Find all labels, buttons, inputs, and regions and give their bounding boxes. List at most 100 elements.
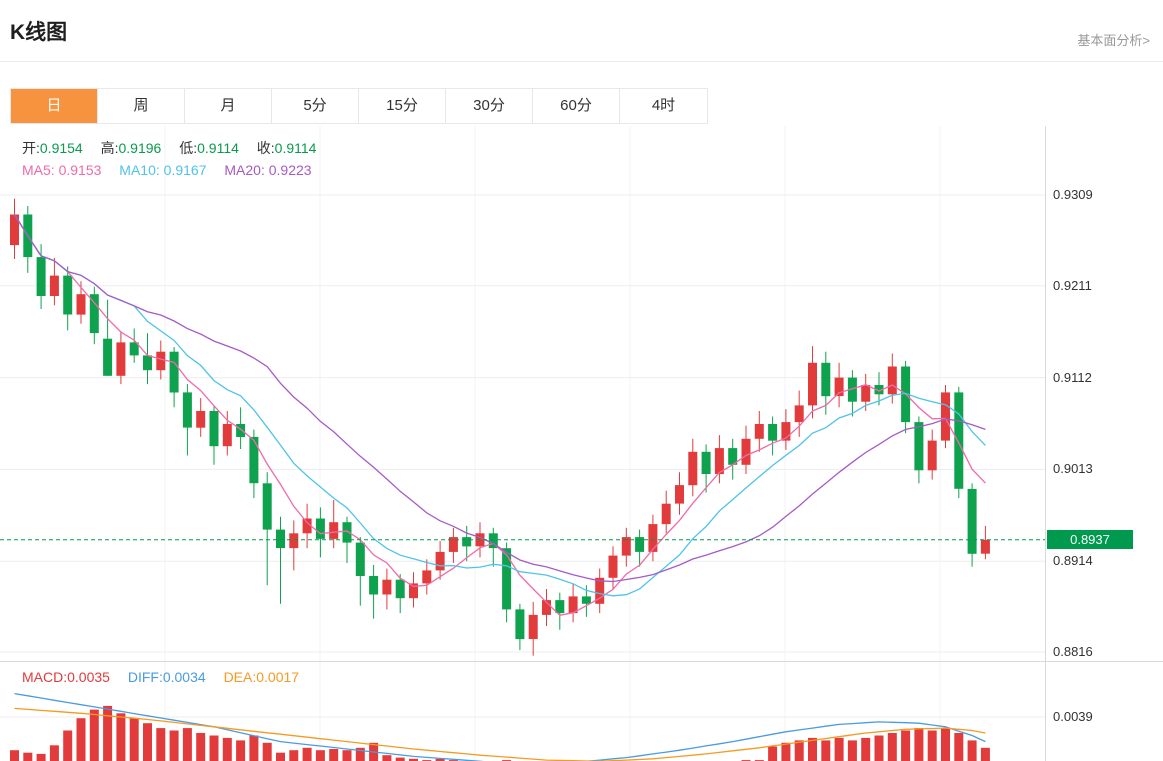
current-price-badge: 0.8937	[1047, 529, 1133, 549]
candle	[209, 411, 219, 447]
timeframe-tabs: 日周月 5分 15分 30分 60分 4时	[10, 88, 708, 124]
y-axis-label: 0.8914	[1053, 553, 1093, 569]
candle	[754, 424, 764, 439]
candle	[169, 351, 179, 393]
candle	[488, 533, 498, 549]
ma-legend: MA5: 0.9153 MA10: 0.9167 MA20: 0.9223	[22, 162, 326, 178]
candle	[581, 596, 591, 604]
gridlines	[0, 126, 1045, 662]
low-value: 0.9114	[197, 140, 239, 156]
y-axis-label: 0.9211	[1053, 277, 1092, 293]
candle	[289, 533, 299, 549]
open-label: 开:	[22, 140, 40, 156]
tab-15min[interactable]: 15分	[359, 89, 446, 123]
high-value: 0.9196	[118, 140, 162, 156]
candle	[156, 351, 166, 371]
candle	[116, 342, 126, 376]
macd-label: MACD:	[22, 669, 68, 685]
candle	[448, 537, 458, 552]
ma10-line	[13, 214, 986, 597]
candle	[887, 366, 897, 395]
candle	[688, 451, 698, 486]
candle	[435, 551, 445, 571]
dea-label: DEA:	[223, 669, 257, 685]
candle	[621, 537, 631, 556]
candle	[129, 342, 139, 356]
candle	[276, 529, 285, 549]
high-label: 高:	[100, 140, 119, 156]
candle	[342, 522, 352, 543]
page-header: K线图 基本面分析>	[0, 0, 1163, 62]
candle	[222, 424, 232, 447]
candle	[502, 548, 512, 610]
candle	[675, 485, 684, 504]
candle	[369, 576, 379, 595]
y-axis-label: 0.9013	[1053, 461, 1093, 477]
tab-day[interactable]: 日	[11, 89, 98, 123]
candle	[409, 583, 418, 599]
macd-gridlines	[0, 662, 1045, 761]
candle	[196, 411, 206, 428]
candle	[847, 377, 857, 402]
candle	[236, 424, 246, 437]
candle	[834, 377, 844, 397]
ma5-label: MA5:	[22, 162, 55, 178]
candle	[382, 579, 392, 595]
candle	[635, 537, 645, 552]
y-axis-label: 0.9309	[1053, 187, 1093, 202]
candle	[967, 488, 977, 554]
candle	[462, 537, 472, 547]
candlestick-chart[interactable]	[0, 126, 1163, 662]
candles	[10, 198, 990, 656]
candle	[103, 338, 113, 376]
candle	[76, 294, 86, 315]
tab-60min[interactable]: 60分	[533, 89, 620, 123]
candle	[422, 570, 432, 584]
candle	[728, 448, 738, 465]
candle	[781, 422, 791, 441]
y-axis-border	[1045, 126, 1046, 761]
macd-legend: MACD:0.0035 DIFF:0.0034 DEA:0.0017	[22, 669, 313, 685]
candle	[701, 451, 711, 474]
candle	[794, 405, 804, 423]
open-value: 0.9154	[39, 140, 83, 156]
ma5-line	[13, 214, 986, 617]
candle	[315, 518, 325, 539]
y-axis-label: 0.8816	[1053, 644, 1093, 659]
candle	[768, 424, 778, 441]
candle	[595, 577, 605, 604]
panel-divider	[0, 661, 1163, 662]
ma10-value: 0.9167	[163, 162, 207, 178]
tab-30min[interactable]: 30分	[446, 89, 533, 123]
candle	[143, 355, 152, 371]
candle	[302, 518, 312, 534]
candle	[262, 483, 272, 530]
macd-value: 0.0035	[67, 669, 110, 685]
y-axis-label: 0.9112	[1053, 369, 1092, 385]
tab-4hour[interactable]: 4时	[620, 89, 707, 123]
tab-5min[interactable]: 5分	[272, 89, 359, 123]
candle	[874, 385, 884, 395]
ma5-value: 0.9153	[58, 162, 102, 178]
candle	[63, 275, 73, 315]
candle	[808, 362, 817, 406]
tab-month[interactable]: 月	[185, 89, 272, 123]
candle	[914, 422, 924, 471]
candle	[182, 392, 192, 428]
candle	[329, 522, 339, 539]
tab-week[interactable]: 周	[98, 89, 185, 123]
fundamental-analysis-link[interactable]: 基本面分析>	[1077, 33, 1150, 48]
close-label: 收:	[256, 140, 275, 156]
candle	[941, 392, 950, 441]
low-label: 低:	[179, 140, 198, 156]
candle	[555, 600, 565, 614]
candle	[661, 503, 671, 525]
dea-value: 0.0017	[256, 669, 300, 685]
candle	[648, 524, 658, 552]
macd-chart[interactable]	[0, 662, 1163, 761]
candle	[542, 600, 551, 615]
ma20-line	[13, 214, 986, 583]
ma20-label: MA20:	[224, 162, 265, 178]
candle	[714, 448, 724, 475]
